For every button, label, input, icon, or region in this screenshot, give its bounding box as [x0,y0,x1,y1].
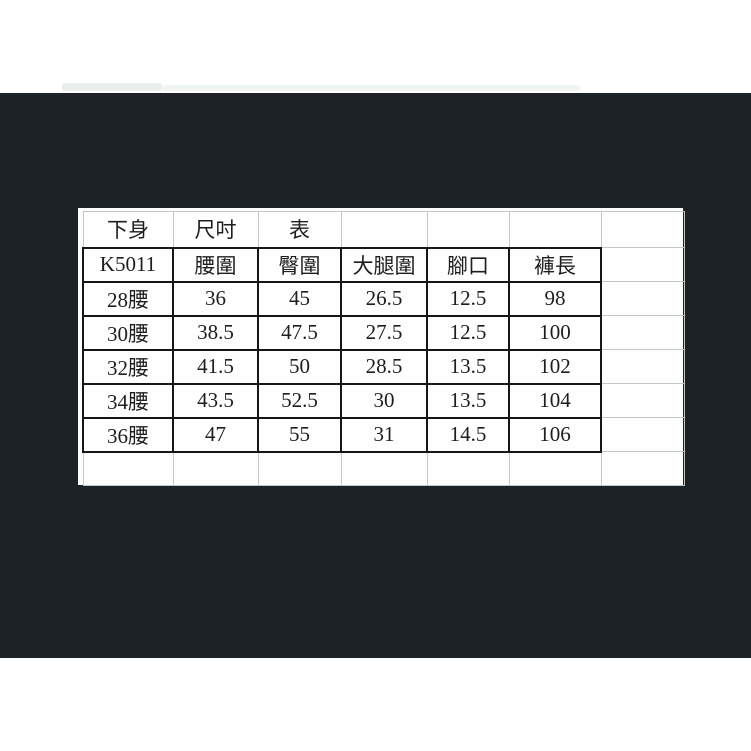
value-cell: 45 [257,280,342,317]
value-cell: 41.5 [172,348,259,385]
empty-cell [172,451,259,486]
header-leg-opening: 腳口 [426,246,510,283]
size-chart-panel: 下身 尺吋 表 K5011 腰圍 臀圍 大腿圍 腳口 褲長 28腰 36 [78,208,685,486]
value-cell: 47.5 [257,314,342,351]
empty-cell [508,451,602,486]
header-thigh: 大腿圍 [340,246,428,283]
artifact-smudge [162,85,580,91]
title-row: 下身 尺吋 表 [82,211,685,248]
artifact-smudge [62,83,162,91]
empty-cell [340,211,428,248]
value-cell: 14.5 [426,416,510,453]
value-cell: 38.5 [172,314,259,351]
data-row: 30腰 38.5 47.5 27.5 12.5 100 [82,314,685,351]
header-hip: 臀圍 [257,246,342,283]
value-cell: 12.5 [426,280,510,317]
footer-empty-row [82,451,685,486]
size-chart-table: 下身 尺吋 表 K5011 腰圍 臀圍 大腿圍 腳口 褲長 28腰 36 [82,211,685,486]
empty-cell [600,383,685,418]
empty-cell [600,417,685,452]
size-cell: 36腰 [82,416,174,453]
value-cell: 13.5 [426,382,510,419]
empty-cell [340,451,428,486]
value-cell: 100 [508,314,602,351]
empty-cell [426,211,510,248]
value-cell: 31 [340,416,428,453]
value-cell: 50 [257,348,342,385]
data-row: 34腰 43.5 52.5 30 13.5 104 [82,382,685,419]
empty-cell [82,451,174,486]
empty-cell [600,247,685,282]
empty-cell [600,281,685,316]
value-cell: 47 [172,416,259,453]
title-cell-size-inches: 尺吋 [172,211,259,248]
value-cell: 43.5 [172,382,259,419]
header-waist: 腰圍 [172,246,259,283]
size-cell: 30腰 [82,314,174,351]
value-cell: 13.5 [426,348,510,385]
value-cell: 12.5 [426,314,510,351]
value-cell: 30 [340,382,428,419]
value-cell: 36 [172,280,259,317]
empty-cell [426,451,510,486]
empty-cell [600,349,685,384]
data-row: 28腰 36 45 26.5 12.5 98 [82,280,685,317]
value-cell: 104 [508,382,602,419]
size-cell: 34腰 [82,382,174,419]
empty-cell [600,451,685,486]
empty-cell [600,211,685,248]
data-row: 36腰 47 55 31 14.5 106 [82,416,685,453]
value-cell: 26.5 [340,280,428,317]
size-cell: 32腰 [82,348,174,385]
title-cell-table: 表 [257,211,342,248]
value-cell: 106 [508,416,602,453]
header-product-code: K5011 [82,246,174,283]
value-cell: 27.5 [340,314,428,351]
data-row: 32腰 41.5 50 28.5 13.5 102 [82,348,685,385]
value-cell: 52.5 [257,382,342,419]
header-pants-length: 褲長 [508,246,602,283]
value-cell: 55 [257,416,342,453]
empty-cell [508,211,602,248]
header-row: K5011 腰圍 臀圍 大腿圍 腳口 褲長 [82,246,685,283]
size-cell: 28腰 [82,280,174,317]
empty-cell [600,315,685,350]
value-cell: 102 [508,348,602,385]
title-cell-lower-body: 下身 [82,211,174,248]
value-cell: 98 [508,280,602,317]
value-cell: 28.5 [340,348,428,385]
empty-cell [257,451,342,486]
